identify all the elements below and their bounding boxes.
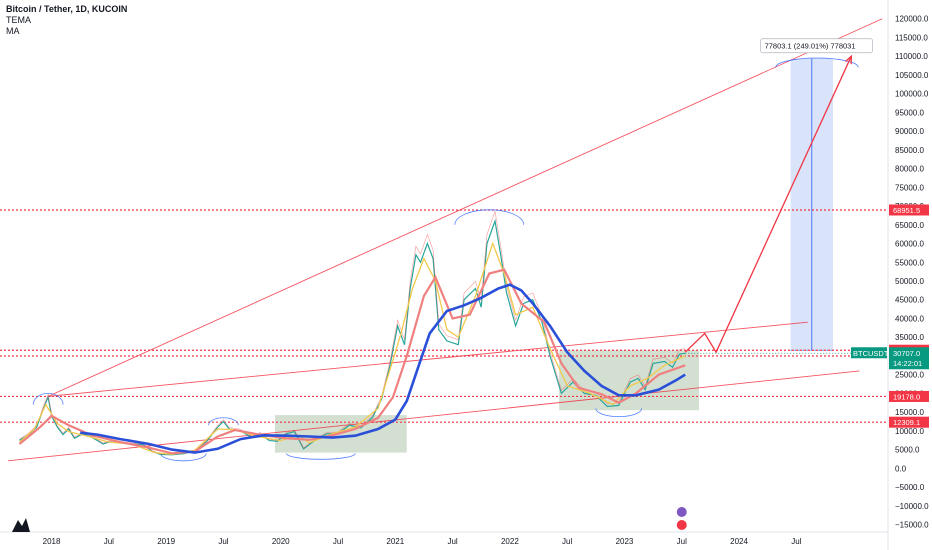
y-tick-label: 10000.0 — [895, 427, 924, 436]
level-badge-4 — [889, 416, 929, 428]
x-tick-label: Jul — [218, 537, 228, 546]
pattern-arc-3 — [286, 453, 356, 460]
last-price-badge — [889, 347, 929, 370]
chart-legend: Bitcoin / Tether, 1D, KUCOIN TEMA MA — [6, 4, 127, 37]
y-tick-label: 65000.0 — [895, 221, 924, 230]
y-tick-label: −10000.0 — [895, 502, 929, 511]
y-tick-label: −15000.0 — [895, 521, 929, 530]
x-tick-label: Jul — [562, 537, 572, 546]
y-tick-label: 90000.0 — [895, 127, 924, 136]
y-tick-label: 5000.0 — [895, 446, 920, 455]
y-tick-label: 115000.0 — [895, 33, 928, 42]
x-tick-label: Jul — [677, 537, 687, 546]
y-tick-label: 35000.0 — [895, 333, 924, 342]
legend-title: Bitcoin / Tether, 1D, KUCOIN — [6, 4, 128, 14]
pattern-arc-2 — [160, 453, 207, 462]
symbol-badge-label: BTCUSDT — [853, 349, 889, 358]
level-badge-0 — [889, 204, 929, 216]
pattern-arc-6 — [775, 57, 859, 68]
tradingview-logo-icon — [12, 518, 30, 532]
level-badge-3 — [889, 390, 929, 402]
y-tick-label: 50000.0 — [895, 277, 924, 286]
legend-tema[interactable]: TEMA — [6, 15, 32, 25]
y-tick-label: 45000.0 — [895, 296, 924, 305]
x-tick-label: Jul — [791, 537, 801, 546]
y-tick-label: 100000.0 — [895, 90, 929, 99]
measure-label-box — [760, 38, 873, 54]
y-tick-label: 0.0 — [895, 464, 907, 473]
y-tick-label: 110000.0 — [895, 52, 928, 61]
y-tick-label: 40000.0 — [895, 314, 924, 323]
y-tick-label: 55000.0 — [895, 258, 924, 267]
pattern-arc-4 — [454, 209, 525, 225]
x-tick-label: 2022 — [501, 537, 519, 546]
x-tick-label: 2024 — [730, 537, 748, 546]
y-tick-label: 60000.0 — [895, 240, 924, 249]
projection-arrowhead — [844, 54, 853, 65]
y-tick-label: 75000.0 — [895, 183, 924, 192]
x-tick-label: Jul — [104, 537, 114, 546]
y-tick-label: 25000.0 — [895, 371, 924, 380]
y-tick-label: 80000.0 — [895, 165, 924, 174]
trendline-1 — [48, 321, 808, 397]
y-tick-label: 85000.0 — [895, 146, 924, 155]
legend-ma[interactable]: MA — [6, 26, 20, 36]
x-tick-label: 2020 — [272, 537, 290, 546]
x-tick-label: 2019 — [157, 537, 175, 546]
projection-path — [684, 55, 852, 354]
ma-slow-line — [80, 283, 686, 454]
event-marker-bolt-icon — [676, 507, 687, 517]
x-tick-label: 2018 — [43, 537, 61, 546]
level-badge-label-4: 12309.1 — [893, 418, 920, 427]
pattern-arc-1 — [208, 417, 239, 426]
y-tick-label: 120000.0 — [895, 15, 929, 24]
pattern-arc-5 — [595, 408, 643, 417]
x-tick-label: Jul — [333, 537, 343, 546]
y-tick-label: −5000.0 — [895, 483, 925, 492]
symbol-badge — [851, 347, 887, 359]
x-tick-label: Jul — [447, 537, 457, 546]
last-price-value: 30707.0 — [893, 349, 920, 358]
trendline-0 — [7, 370, 860, 462]
y-tick-label: 105000.0 — [895, 71, 929, 80]
level-badge-label-0: 68951.5 — [893, 206, 920, 215]
x-tick-label: 2023 — [616, 537, 634, 546]
last-price-timer: 14:22:01 — [893, 359, 922, 368]
y-tick-label: 95000.0 — [895, 108, 924, 117]
ma-fast-line — [18, 268, 686, 455]
level-badge-label-3: 19178.0 — [893, 392, 920, 401]
x-tick-label: 2021 — [386, 537, 404, 546]
measure-label: 77803.1 (249.01%) 778031 — [765, 42, 856, 51]
y-tick-label: 15000.0 — [895, 408, 924, 417]
event-marker-flag-icon — [676, 520, 687, 530]
trendline-2 — [47, 18, 883, 397]
